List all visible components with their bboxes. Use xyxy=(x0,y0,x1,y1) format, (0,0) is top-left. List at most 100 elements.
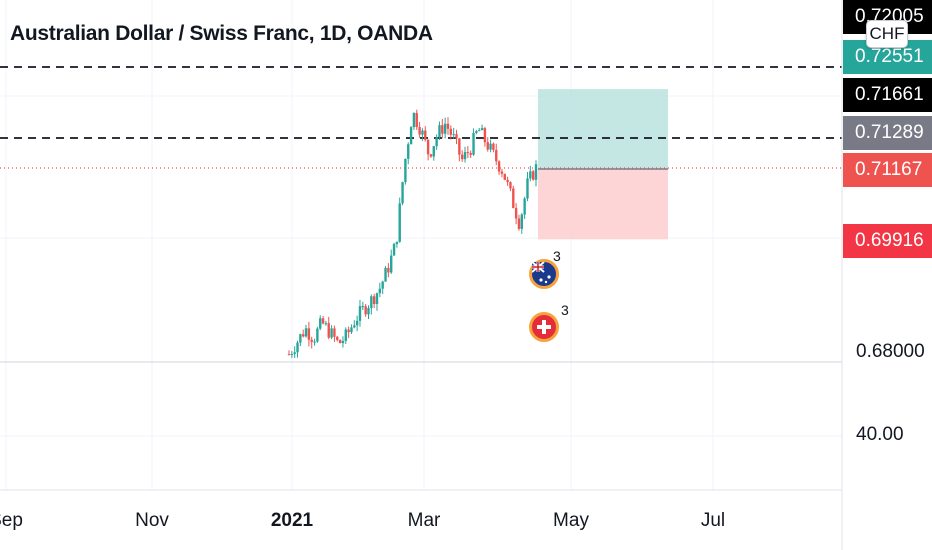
take-profit-zone xyxy=(538,89,668,170)
candle-body-51 xyxy=(432,146,435,157)
candle-body-29 xyxy=(370,296,373,308)
candle-body-71 xyxy=(489,143,492,150)
candles xyxy=(287,109,538,359)
candle-body-68 xyxy=(480,128,484,131)
x-tick-nov: Nov xyxy=(135,510,169,531)
position-zones xyxy=(538,89,668,240)
price-axis-label: 0.68000 xyxy=(856,341,925,362)
candle-body-42 xyxy=(407,144,410,159)
candle-body-84 xyxy=(526,178,529,199)
candle-body-22 xyxy=(350,327,353,333)
candle-body-12 xyxy=(321,318,325,324)
candle-body-16 xyxy=(333,328,336,337)
price-tag-resistance: 0.71661 xyxy=(843,78,932,112)
candle-body-48 xyxy=(424,130,427,140)
candle-body-50 xyxy=(429,154,433,157)
x-tick-may: May xyxy=(553,510,589,531)
candle-body-2 xyxy=(293,352,296,354)
candle-body-13 xyxy=(324,323,328,325)
candle-body-11 xyxy=(319,318,322,329)
candle-body-45 xyxy=(415,112,418,128)
candle-body-34 xyxy=(384,267,387,282)
candle-body-77 xyxy=(506,179,509,183)
event-count-chf: 3 xyxy=(561,302,569,318)
candle-body-81 xyxy=(517,218,521,229)
candle-body-62 xyxy=(463,152,467,160)
candle-body-17 xyxy=(336,336,339,340)
candle-body-4 xyxy=(299,334,302,343)
candle-body-49 xyxy=(426,139,430,155)
x-tick-jul: Jul xyxy=(700,510,726,531)
price-tag-entry-level: 0.71289 xyxy=(843,116,932,150)
candle-body-31 xyxy=(375,293,379,305)
candle-body-30 xyxy=(372,296,376,305)
price-levels xyxy=(0,66,842,169)
candle-body-63 xyxy=(466,152,470,154)
candle-body-47 xyxy=(421,130,424,135)
x-tick-sep: Sep xyxy=(0,510,23,531)
x-tick-mar: Mar xyxy=(407,510,441,531)
candle-body-60 xyxy=(458,138,461,155)
candle-body-7 xyxy=(307,328,311,340)
price-tag-take-profit: 0.72551 xyxy=(843,40,932,74)
candle-body-44 xyxy=(412,112,416,128)
candle-body-1 xyxy=(290,353,294,355)
candle-body-23 xyxy=(353,325,356,328)
candle-body-5 xyxy=(301,334,305,337)
candle-body-78 xyxy=(509,182,512,189)
candle-body-72 xyxy=(492,143,495,150)
candle-body-27 xyxy=(364,306,367,315)
candle-body-82 xyxy=(520,214,524,229)
chart-title: Australian Dollar / Swiss Franc, 1D, OAN… xyxy=(10,22,433,45)
candle-body-20 xyxy=(344,329,347,341)
stop-loss-zone xyxy=(538,169,668,240)
grid-lines xyxy=(0,0,842,490)
switzerland-flag-icon[interactable] xyxy=(529,312,559,342)
candle-body-43 xyxy=(409,127,413,145)
volume-axis-label: 40.00 xyxy=(856,424,904,445)
candle-body-86 xyxy=(531,171,535,180)
candle-body-46 xyxy=(418,127,421,135)
candle-body-40 xyxy=(401,182,404,204)
candle-body-54 xyxy=(441,125,444,134)
candle-body-35 xyxy=(387,267,390,273)
candle-body-15 xyxy=(330,328,333,338)
candle-body-73 xyxy=(495,149,498,162)
candle-body-28 xyxy=(367,307,370,315)
candle-body-76 xyxy=(503,173,506,180)
candle-body-36 xyxy=(390,255,393,273)
candle-body-18 xyxy=(338,339,342,344)
price-tag-current: 0.71167 xyxy=(843,153,932,187)
candle-body-41 xyxy=(404,158,407,183)
candle-body-39 xyxy=(398,203,401,242)
price-tag-stop-loss: 0.69916 xyxy=(843,224,932,258)
candle-body-58 xyxy=(452,134,455,136)
candle-body-83 xyxy=(523,198,526,215)
candle-body-0 xyxy=(287,354,291,356)
candle-body-10 xyxy=(316,328,319,342)
candle-body-80 xyxy=(514,208,518,219)
candle-body-61 xyxy=(460,154,464,160)
australia-flag-icon[interactable] xyxy=(529,259,559,289)
candle-body-59 xyxy=(455,134,458,139)
candle-body-55 xyxy=(443,123,447,134)
x-tick-2021: 2021 xyxy=(270,510,314,531)
candle-body-21 xyxy=(347,329,350,333)
candle-body-26 xyxy=(361,306,365,308)
currency-button[interactable]: CHF xyxy=(866,20,908,48)
candle-body-57 xyxy=(449,128,453,135)
candle-body-64 xyxy=(469,153,472,155)
candle-body-25 xyxy=(358,306,362,321)
candle-body-70 xyxy=(486,142,489,150)
event-count-aud: 3 xyxy=(553,248,561,264)
candle-body-87 xyxy=(534,164,538,180)
candle-body-24 xyxy=(355,320,359,326)
candle-body-74 xyxy=(497,161,501,172)
candle-body-3 xyxy=(296,342,299,353)
candle-body-67 xyxy=(478,130,481,132)
candle-body-8 xyxy=(310,339,313,342)
candle-body-37 xyxy=(392,243,396,256)
candle-body-85 xyxy=(529,171,532,179)
candle-body-19 xyxy=(341,340,345,344)
